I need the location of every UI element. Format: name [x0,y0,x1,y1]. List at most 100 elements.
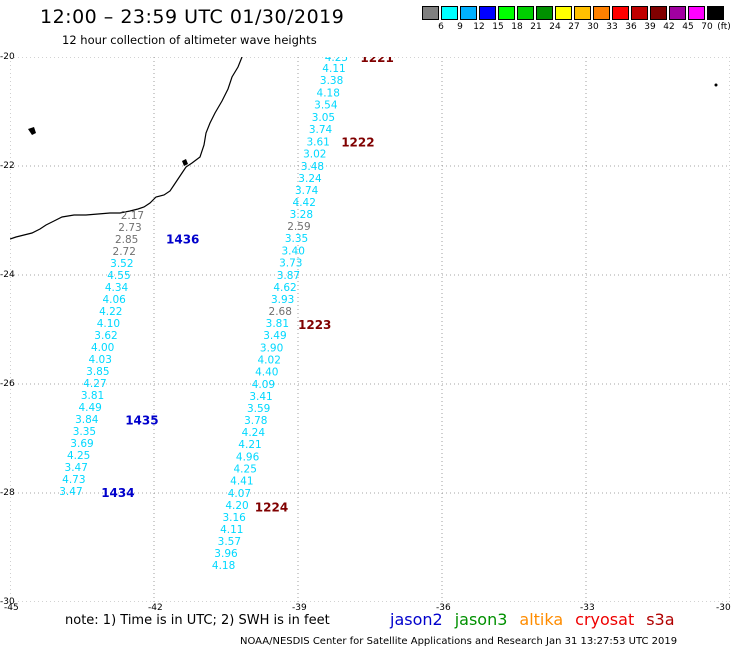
satellite-legend: jason2 jason3 altika cryosat s3a [390,610,687,629]
color-scale-label: 70 [701,22,713,32]
altimeter-tracks: 4.254.113.384.183.543.053.743.613.023.48… [59,57,348,572]
color-scale-swatch [631,6,648,20]
wave-height-value: 4.25 [67,450,90,462]
wave-height-value: 3.24 [298,173,322,185]
color-scale-swatch [650,6,667,20]
color-scale-swatch [555,6,572,20]
color-scale-label: 15 [492,22,504,32]
color-scale-label: 18 [511,22,523,32]
wave-height-value: 4.24 [242,427,266,439]
longitude-label: -42 [148,603,163,613]
color-scale-unit: (ft) [717,22,731,32]
color-scale-label: 42 [663,22,675,32]
wave-height-value: 4.18 [212,560,235,572]
wave-height-value: 3.47 [59,486,82,498]
pass-time-label: 1223 [298,318,331,332]
wave-height-value: 4.07 [228,488,251,500]
wave-height-value: 3.73 [279,257,302,269]
wave-height-value: 4.21 [238,439,261,451]
wave-height-value: 4.73 [62,474,85,486]
color-scale-swatch [441,6,458,20]
wave-height-value: 3.47 [65,462,88,474]
wave-height-value: 4.22 [99,306,122,318]
wave-height-value: 3.87 [277,270,300,282]
wave-height-value: 3.35 [285,233,308,245]
wave-height-value: 2.73 [118,222,141,234]
wave-height-value: 3.81 [266,318,289,330]
color-scale-label: 6 [438,22,444,32]
wave-height-value: 4.06 [102,294,126,306]
color-scale-swatch [536,6,553,20]
pass-time-label: 1434 [101,486,134,500]
pass-time-label: 1221 [360,57,393,65]
longitude-label: -33 [580,603,595,613]
color-scale-label: 27 [568,22,580,32]
wave-height-value: 4.34 [105,282,129,294]
color-scale-label: 36 [625,22,637,32]
wave-height-value: 3.48 [301,161,324,173]
color-scale-label: 9 [457,22,463,32]
coastline-island [28,127,36,135]
wave-height-value: 4.11 [322,63,345,75]
color-scale-swatch [669,6,686,20]
wave-height-value: 3.84 [75,414,99,426]
wave-height-value: 4.02 [258,354,281,366]
wave-height-value: 4.00 [91,342,114,354]
wave-height-value: 3.49 [263,330,286,342]
wave-height-value: 4.25 [234,463,257,475]
wave-height-value: 4.20 [225,500,248,512]
page-title: 12:00 – 23:59 UTC 01/30/2019 [40,6,345,28]
wave-height-value: 2.59 [287,221,310,233]
color-scale-swatch [498,6,515,20]
wave-height-value: 3.81 [81,390,104,402]
wave-height-value: 4.25 [325,57,348,64]
wave-height-value: 3.62 [94,330,117,342]
longitude-label: -45 [4,603,19,613]
wave-height-value: 3.02 [303,148,326,160]
color-scale-label: 21 [530,22,542,32]
coastline-island [714,83,718,87]
wave-height-map: 4.254.113.384.183.543.053.743.613.023.48… [10,57,730,602]
latitude-label: -26 [0,379,15,389]
color-scale-swatch [460,6,477,20]
pass-time-labels: 1221 1222 1223 1224 1436 1435 1434 [101,57,394,515]
wave-height-value: 3.59 [247,403,270,415]
footer-credit: NOAA/NESDIS Center for Satellite Applica… [240,636,678,647]
satellite-legend-item: altika [519,610,564,629]
wave-height-value: 4.18 [317,87,340,99]
wave-height-value: 3.90 [260,342,283,354]
wave-height-value: 4.10 [97,318,120,330]
wave-height-value: 2.85 [115,234,138,246]
latitude-label: -28 [0,488,15,498]
wave-height-value: 3.38 [320,75,343,87]
color-scale-swatch [688,6,705,20]
wave-height-value: 4.62 [273,282,296,294]
wave-height-value: 3.40 [282,245,305,257]
color-scale-swatch [593,6,610,20]
coastline-path [10,57,243,240]
color-scale-swatch [479,6,496,20]
latitude-label: -20 [0,52,15,62]
wave-height-value: 2.72 [113,246,136,258]
satellite-legend-item: jason2 [390,610,443,629]
wave-height-value: 4.09 [252,379,275,391]
latitude-label: -22 [0,161,15,171]
color-scale-label: 24 [549,22,561,32]
color-scale-swatch [422,6,439,20]
wave-height-value: 4.41 [230,475,253,487]
wave-height-value: 4.03 [89,354,112,366]
pass-time-label: 1224 [255,501,288,515]
longitude-label: -39 [292,603,307,613]
color-scale-swatch [612,6,629,20]
wave-height-value: 3.41 [249,391,272,403]
wave-height-value: 3.52 [110,258,133,270]
wave-height-value: 3.54 [314,99,338,111]
wave-height-value: 3.74 [295,185,319,197]
page-subtitle: 12 hour collection of altimeter wave hei… [62,33,317,47]
note-text: note: 1) Time is in UTC; 2) SWH is in fe… [65,613,330,628]
wave-height-value: 2.17 [121,210,144,222]
color-scale-label: 39 [644,22,656,32]
wave-height-value: 3.61 [306,136,329,148]
satellite-legend-item: s3a [646,610,675,629]
wave-height-value: 4.49 [78,402,101,414]
